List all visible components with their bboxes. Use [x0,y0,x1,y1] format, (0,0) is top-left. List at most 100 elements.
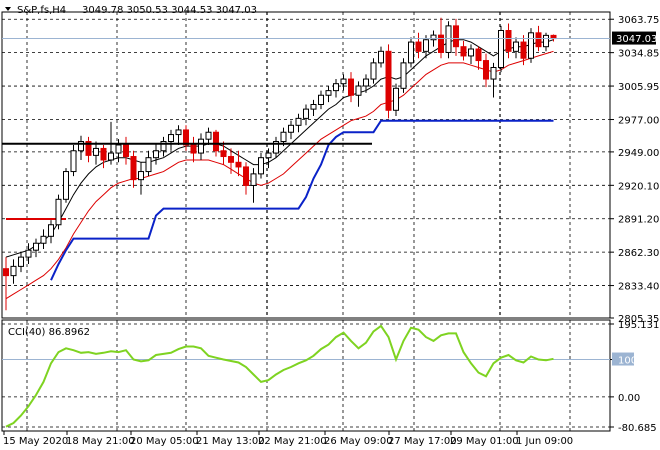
candle-up [205,131,212,140]
x-tick-label: 18 May 21:00 [66,436,135,447]
candle-up [108,152,114,161]
cci-title: CCI(40) 86.8962 [8,327,90,338]
candle-up [400,62,407,89]
candle-up [295,117,302,126]
candle-up [160,140,167,152]
candle-up [198,138,204,154]
candle-up [115,144,122,154]
y-tick-label: 2920.10 [618,181,659,192]
candle-down [123,144,129,158]
cci-grid [2,320,610,431]
main-plot-frame [1,11,611,319]
candle-up [393,87,399,111]
candle-up [430,34,437,41]
y-tick-label: 195.1315 [618,320,660,331]
candle-up [25,249,32,258]
candle-up [288,124,294,133]
candle-up [250,173,257,186]
candle-up [55,198,62,226]
candle-up [63,171,69,200]
x-tick-label: 20 May 05:00 [130,436,199,447]
candle-down [438,34,444,53]
y-tick-label: 2977.00 [618,116,659,127]
y-tick-label: 3034.85 [618,49,659,60]
candle-up [490,66,497,80]
candle-up [310,103,317,110]
candle-down [520,41,527,59]
indicator-lines [5,39,554,300]
cci-level-badge [612,352,634,366]
x-tick-label: 27 May 17:00 [388,436,457,447]
candle-up [78,140,84,152]
main-plot [1,11,611,319]
candle-down [535,32,542,48]
candle-up [333,83,339,92]
chart-header: S&P,fs,H4 3049.78 3050.53 3044.53 3047.0… [5,5,257,16]
candle-down [483,60,489,80]
price-badge-box [612,31,656,45]
candle-up [445,25,452,53]
candle-down [385,50,392,111]
y-tick-label: 2833.40 [618,282,659,293]
channel-low-line [50,119,554,281]
candle-down [228,156,234,163]
y-tick-label: 0.00 [618,393,640,404]
candle-up [423,39,429,52]
y-tick-label: 2805.35 [618,314,659,325]
candle-up [543,34,549,48]
candle-up [258,157,264,175]
y-tick-label: 3005.95 [618,82,659,93]
x-tick-label: 15 May 2020 [3,436,68,447]
candle-up [10,265,17,277]
y-tick-label: -80.685 [618,423,657,434]
candle-up [48,224,54,237]
candle-down [190,144,197,154]
candles [3,17,557,311]
candle-down [220,150,227,158]
candle-up [325,90,332,96]
candle-up [363,78,369,87]
cci-panel: CCI(40) 86.8962 [1,319,611,432]
candle-up [18,256,24,267]
candle-up [40,235,47,244]
price-badge-label: 3047.03 [616,34,657,45]
candle-up [528,32,534,59]
x-tick-label: 21 May 13:00 [196,436,265,447]
candle-up [370,62,377,80]
candle-up [318,94,324,105]
candle-down [235,161,242,168]
cci-line [5,324,554,428]
candle-up [145,157,152,173]
triangle-down-icon[interactable] [5,7,11,11]
candle-down [460,46,467,57]
candle-up [70,150,77,173]
candle-down [3,268,9,277]
candle-up [340,78,347,85]
cci-plot-frame [1,319,611,432]
candle-up [280,131,287,142]
candle-up [175,129,182,136]
candle-up [498,29,504,68]
ma-slow-line [5,50,554,300]
candle-up [93,147,99,156]
x-tick-label: 1 Jun 09:00 [516,436,573,447]
candle-up [468,48,474,57]
candle-up [138,171,144,181]
ma-fast-line [5,39,554,258]
candle-up [408,41,414,64]
candle-down [100,147,107,161]
y-tick-label: 3063.75 [618,15,659,26]
x-tick-label: 22 May 21:00 [258,436,327,447]
candle-up [33,242,39,251]
candle-down [213,131,219,152]
candle-down [415,41,422,52]
candle-down [453,25,459,48]
current-price-badge: 3047.03 [612,31,657,45]
candle-down [475,48,482,62]
symbol-label: S&P,fs,H4 [17,5,66,16]
y-tick-label: 100 [618,356,637,367]
candle-up [378,50,384,64]
candle-down [85,140,92,156]
